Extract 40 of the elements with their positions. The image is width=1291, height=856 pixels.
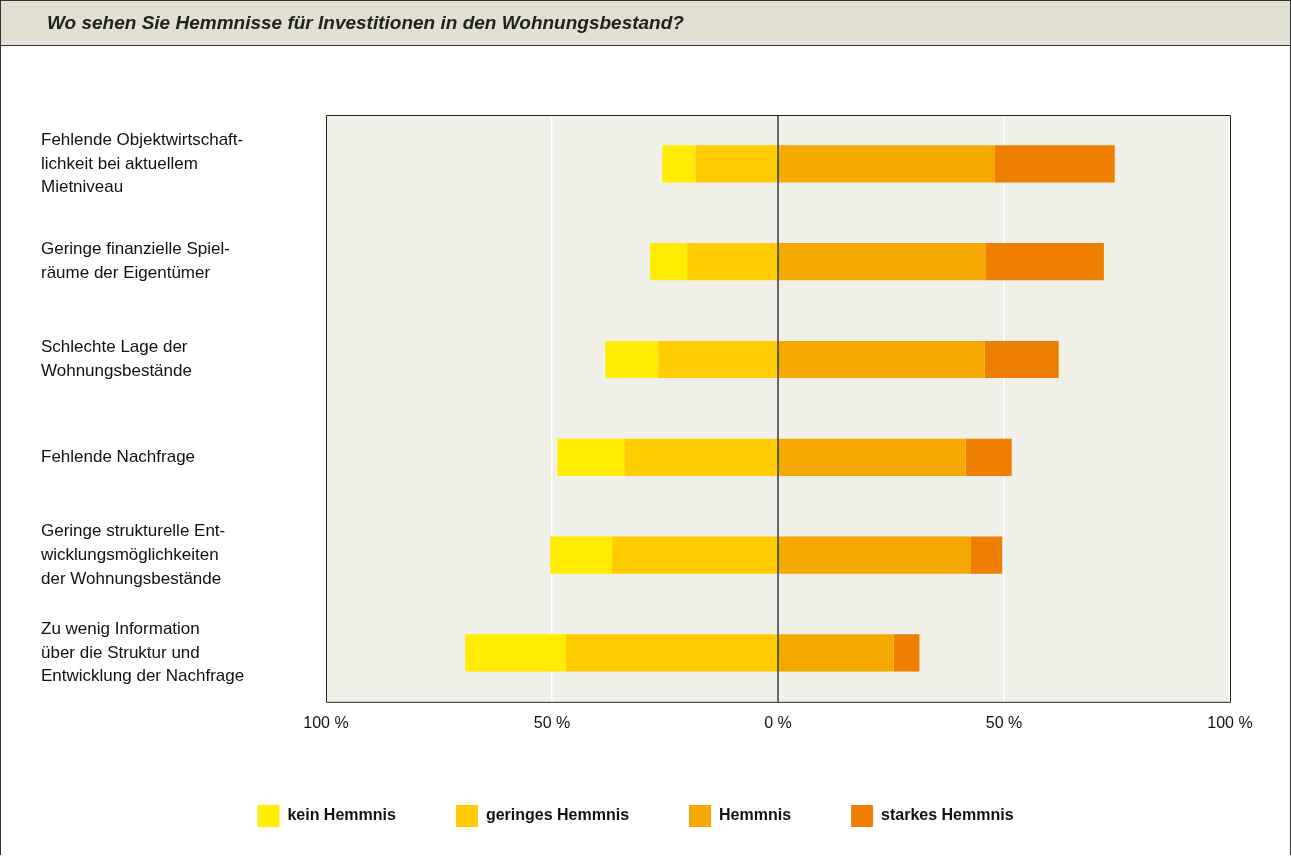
bar [662, 145, 696, 183]
chart-title: Wo sehen Sie Hemmnisse für Investitionen in den Wohnungsbestand? [1, 1, 1290, 46]
bar [778, 536, 971, 574]
bar [658, 340, 778, 379]
bar [465, 634, 567, 672]
bar [971, 536, 1003, 574]
bar [985, 243, 1104, 281]
y-tick-label: Fehlende Nachfrage [41, 446, 196, 466]
legend-label: starkes Hemmnis [881, 806, 1014, 824]
bar [778, 340, 985, 379]
x-tick-label: 100 % [303, 713, 349, 731]
bar [550, 536, 613, 574]
bar [778, 438, 966, 476]
bar [557, 438, 625, 476]
y-tick-label: Geringe strukturelle Ent- wicklungsmöglichkeiten der Wohnungsbestände [40, 520, 226, 588]
bar [605, 340, 659, 379]
bar [778, 634, 894, 672]
y-tick-label: Geringe finanzielle Spiel- räume der Eigentümer [41, 239, 230, 283]
x-tick-label: 0 % [764, 713, 792, 731]
x-tick-label: 50 % [985, 713, 1023, 731]
bar [984, 340, 1059, 379]
y-tick-label: Zu wenig Information über die Struktur und Entwicklung der Nachfrage [41, 618, 245, 686]
x-tick-label: 100 % [1207, 713, 1253, 731]
bar [965, 438, 1012, 476]
legend-label: kein Hemmnis [287, 806, 396, 824]
bar [687, 243, 778, 281]
bar [624, 438, 778, 476]
bar [778, 243, 986, 281]
bar [650, 243, 688, 281]
bar [893, 634, 920, 672]
bar [695, 145, 778, 183]
x-tick-label: 50 % [533, 713, 571, 731]
y-tick-label: Fehlende Objektwirtschaft- lichkeit bei aktuellem Mietniveau [41, 129, 244, 197]
y-tick-label: Schlechte Lage der Wohnungsbestände [41, 337, 192, 381]
bar [994, 145, 1115, 183]
bar [566, 634, 778, 672]
legend-label: geringes Hemmnis [485, 806, 630, 824]
legend-label: Hemmnis [719, 806, 792, 824]
bar [778, 145, 995, 183]
bar [612, 536, 778, 574]
